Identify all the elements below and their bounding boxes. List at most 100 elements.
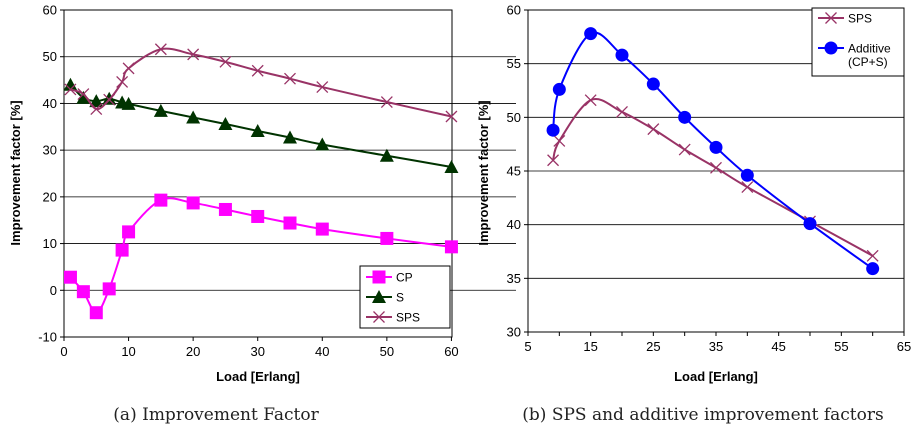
y-tick-label: 40 (507, 217, 521, 232)
legend-marker (372, 270, 386, 284)
series-line (552, 31, 874, 270)
legend: CP S SPS (359, 265, 451, 329)
data-point (546, 123, 560, 137)
y-tick-label: 30 (507, 325, 521, 340)
data-point (866, 249, 879, 262)
data-point (678, 143, 691, 156)
data-point (219, 55, 232, 68)
data-point (115, 243, 129, 257)
data-point (77, 88, 90, 101)
x-tick-label: 55 (834, 339, 848, 354)
x-axis-label: Load [Erlang] (674, 369, 758, 384)
x-tick-label: 20 (186, 344, 200, 359)
data-point (647, 123, 660, 136)
grid-lines (524, 9, 905, 336)
data-point (63, 77, 78, 91)
x-tick-label: 45 (771, 339, 785, 354)
data-point (741, 181, 754, 194)
data-point (153, 103, 168, 117)
data-point (122, 62, 135, 75)
data-point (709, 140, 723, 154)
y-tick-label: 35 (507, 271, 521, 286)
x-tick-label: 15 (583, 339, 597, 354)
series-line (552, 98, 874, 257)
legend-marker (372, 290, 386, 303)
legend-label: Additive (848, 42, 891, 56)
y-tick-label: 20 (43, 189, 57, 204)
data-point (251, 209, 265, 223)
legend-label: S (396, 291, 404, 305)
legend-label: SPS (396, 311, 420, 325)
data-point (76, 90, 91, 104)
series-line (69, 84, 452, 168)
legend: SPS Additive(CP+S) (811, 7, 905, 77)
data-point (283, 216, 297, 230)
y-tick-label: 10 (43, 236, 57, 251)
data-point (740, 168, 754, 182)
plot-area-frame (63, 9, 453, 338)
x-tick-label: 50 (380, 344, 394, 359)
data-point (103, 93, 116, 106)
legend-label: CP (396, 271, 413, 285)
y-tick-label: 55 (507, 56, 521, 71)
legend-marker (373, 311, 385, 323)
data-point (251, 64, 264, 77)
data-point (154, 43, 167, 56)
y-tick-label: 60 (507, 3, 521, 18)
y-tick-label: 50 (43, 49, 57, 64)
data-point (218, 116, 233, 130)
data-point (380, 231, 394, 245)
series-additive (546, 27, 880, 276)
y-tick-label: 50 (507, 110, 521, 125)
data-point (646, 77, 660, 91)
chart-sps-additive: 30 35 40 45 50 55 60 5101520253035404550556065… (476, 3, 911, 426)
data-point (284, 72, 296, 85)
series-cp (63, 193, 458, 320)
data-point (445, 110, 458, 123)
data-point (76, 285, 90, 299)
data-point (218, 202, 232, 216)
data-point (315, 222, 329, 236)
x-tick-label: 65 (897, 339, 911, 354)
data-point (316, 81, 329, 94)
data-point (122, 225, 136, 239)
y-axis-label: Improvement factor [%] (476, 100, 491, 245)
data-point (584, 27, 598, 41)
data-point (315, 137, 330, 151)
caption-a: (a) Improvement Factor (113, 405, 319, 425)
data-point (187, 48, 200, 61)
legend-entries: SPS Additive(CP+S) (818, 12, 891, 69)
data-point (866, 262, 880, 276)
data-point (116, 75, 129, 88)
data-series (546, 27, 880, 276)
data-point (250, 123, 265, 137)
plot-area-frame (527, 9, 905, 333)
y-tick-label: 30 (43, 143, 57, 158)
legend-entries: CP S SPS (366, 270, 420, 325)
data-point (552, 82, 566, 96)
y-tick-label: 40 (43, 96, 57, 111)
y-tick-labels: -10 0 10 20 30 40 50 60 (38, 3, 57, 345)
y-tick-label: -10 (38, 330, 57, 345)
data-point (186, 196, 200, 210)
legend-label: SPS (848, 12, 872, 26)
data-point (553, 134, 566, 147)
data-series (63, 43, 459, 320)
legend-box (811, 7, 905, 77)
data-point (379, 148, 394, 162)
data-point (186, 110, 201, 124)
y-tick-label: 60 (43, 3, 57, 18)
data-point (380, 96, 393, 108)
x-tick-labels: 5101520253035404550556065 (524, 339, 911, 354)
data-point (547, 154, 560, 167)
caption-b: (b) SPS and additive improvement factors (522, 405, 883, 425)
x-tick-label: 10 (121, 344, 135, 359)
y-tick-labels: 30 35 40 45 50 55 60 (507, 3, 521, 340)
data-point (63, 270, 77, 284)
data-point (444, 159, 459, 173)
x-tick-label: 25 (646, 339, 660, 354)
data-point (89, 306, 103, 320)
data-point (90, 103, 103, 115)
